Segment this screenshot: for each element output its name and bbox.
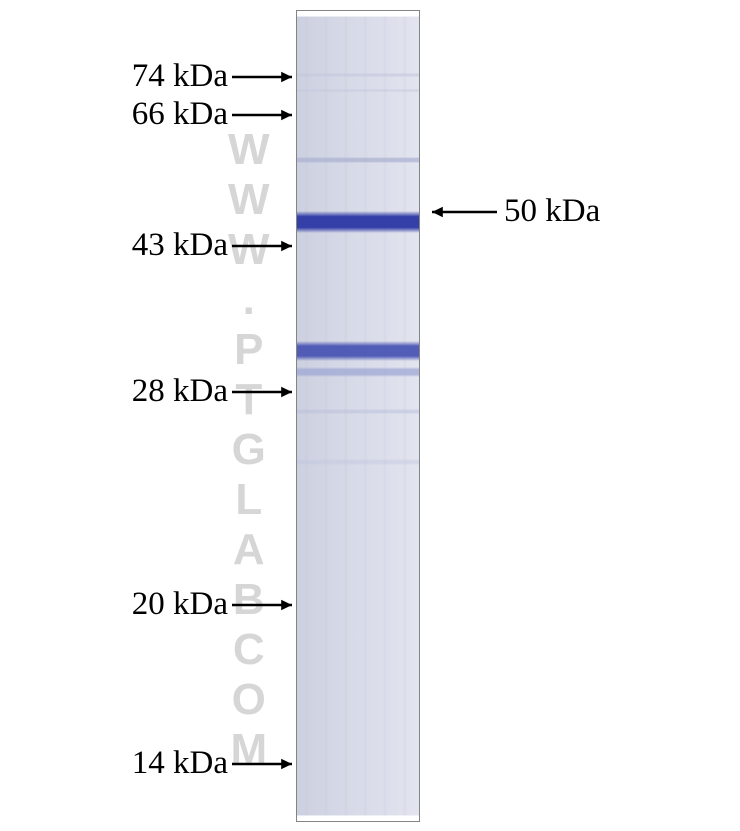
- gel-lane: [296, 10, 420, 822]
- protein-band: [297, 367, 419, 377]
- mw-marker-label: 66 kDa: [132, 96, 228, 133]
- mw-marker-label: 74 kDa: [132, 58, 228, 95]
- protein-band: [297, 157, 419, 163]
- protein-band: [297, 409, 419, 414]
- protein-band: [297, 89, 419, 92]
- gel-image-container: WWW.PTGLABCOM 74 kDa66 kDa 43 kDa 28 kDa 20…: [0, 0, 740, 831]
- protein-band: [297, 459, 419, 465]
- mw-marker-label: 20 kDa: [132, 586, 228, 623]
- target-band-label: 50 kDa: [504, 193, 600, 230]
- protein-band: [297, 211, 419, 233]
- watermark: WWW.PTGLABCOM: [228, 128, 272, 778]
- protein-band: [297, 341, 419, 361]
- lane-background: [297, 11, 419, 821]
- mw-marker-label: 28 kDa: [132, 373, 228, 410]
- mw-marker-label: 14 kDa: [132, 745, 228, 782]
- protein-band: [297, 73, 419, 77]
- mw-marker-label: 43 kDa: [132, 227, 228, 264]
